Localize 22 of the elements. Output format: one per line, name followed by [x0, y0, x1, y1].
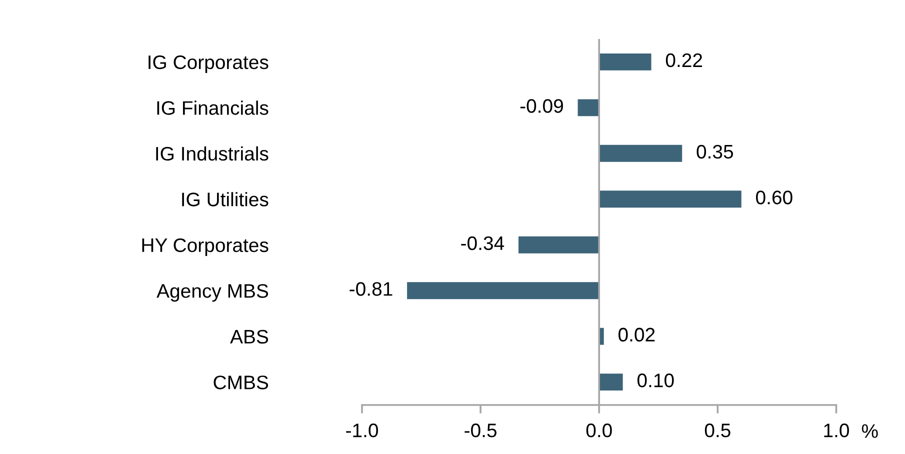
x-tick-label: 0.5: [704, 424, 730, 438]
x-axis-title: %: [862, 424, 878, 438]
data-label: 0.10: [637, 374, 674, 388]
y-tick-label: IG Utilities: [182, 192, 268, 206]
y-tick-label: IG Industrials: [156, 146, 268, 161]
y-tick-label: Agency MBS: [156, 284, 268, 302]
data-label: -0.34: [461, 236, 504, 250]
y-tick-label: IG Financials: [157, 100, 268, 115]
data-label: -0.09: [520, 99, 563, 113]
y-tick-label: ABS: [230, 330, 268, 344]
y-tick-label: HY Corporates: [142, 238, 268, 256]
data-label: 0.22: [666, 53, 702, 68]
y-tick-label: IG Corporates: [148, 55, 268, 73]
x-tick-label: -1.0: [346, 424, 378, 438]
data-label: 0.35: [696, 144, 734, 159]
x-tick-label: -0.5: [464, 424, 496, 438]
data-label: 0.02: [618, 328, 655, 342]
x-tick-label: 0.0: [586, 424, 612, 438]
data-label: -0.81: [350, 282, 392, 296]
y-tick-label: CMBS: [214, 376, 268, 390]
data-label: 0.60: [756, 190, 792, 204]
x-tick-label: 1.0: [824, 424, 849, 438]
